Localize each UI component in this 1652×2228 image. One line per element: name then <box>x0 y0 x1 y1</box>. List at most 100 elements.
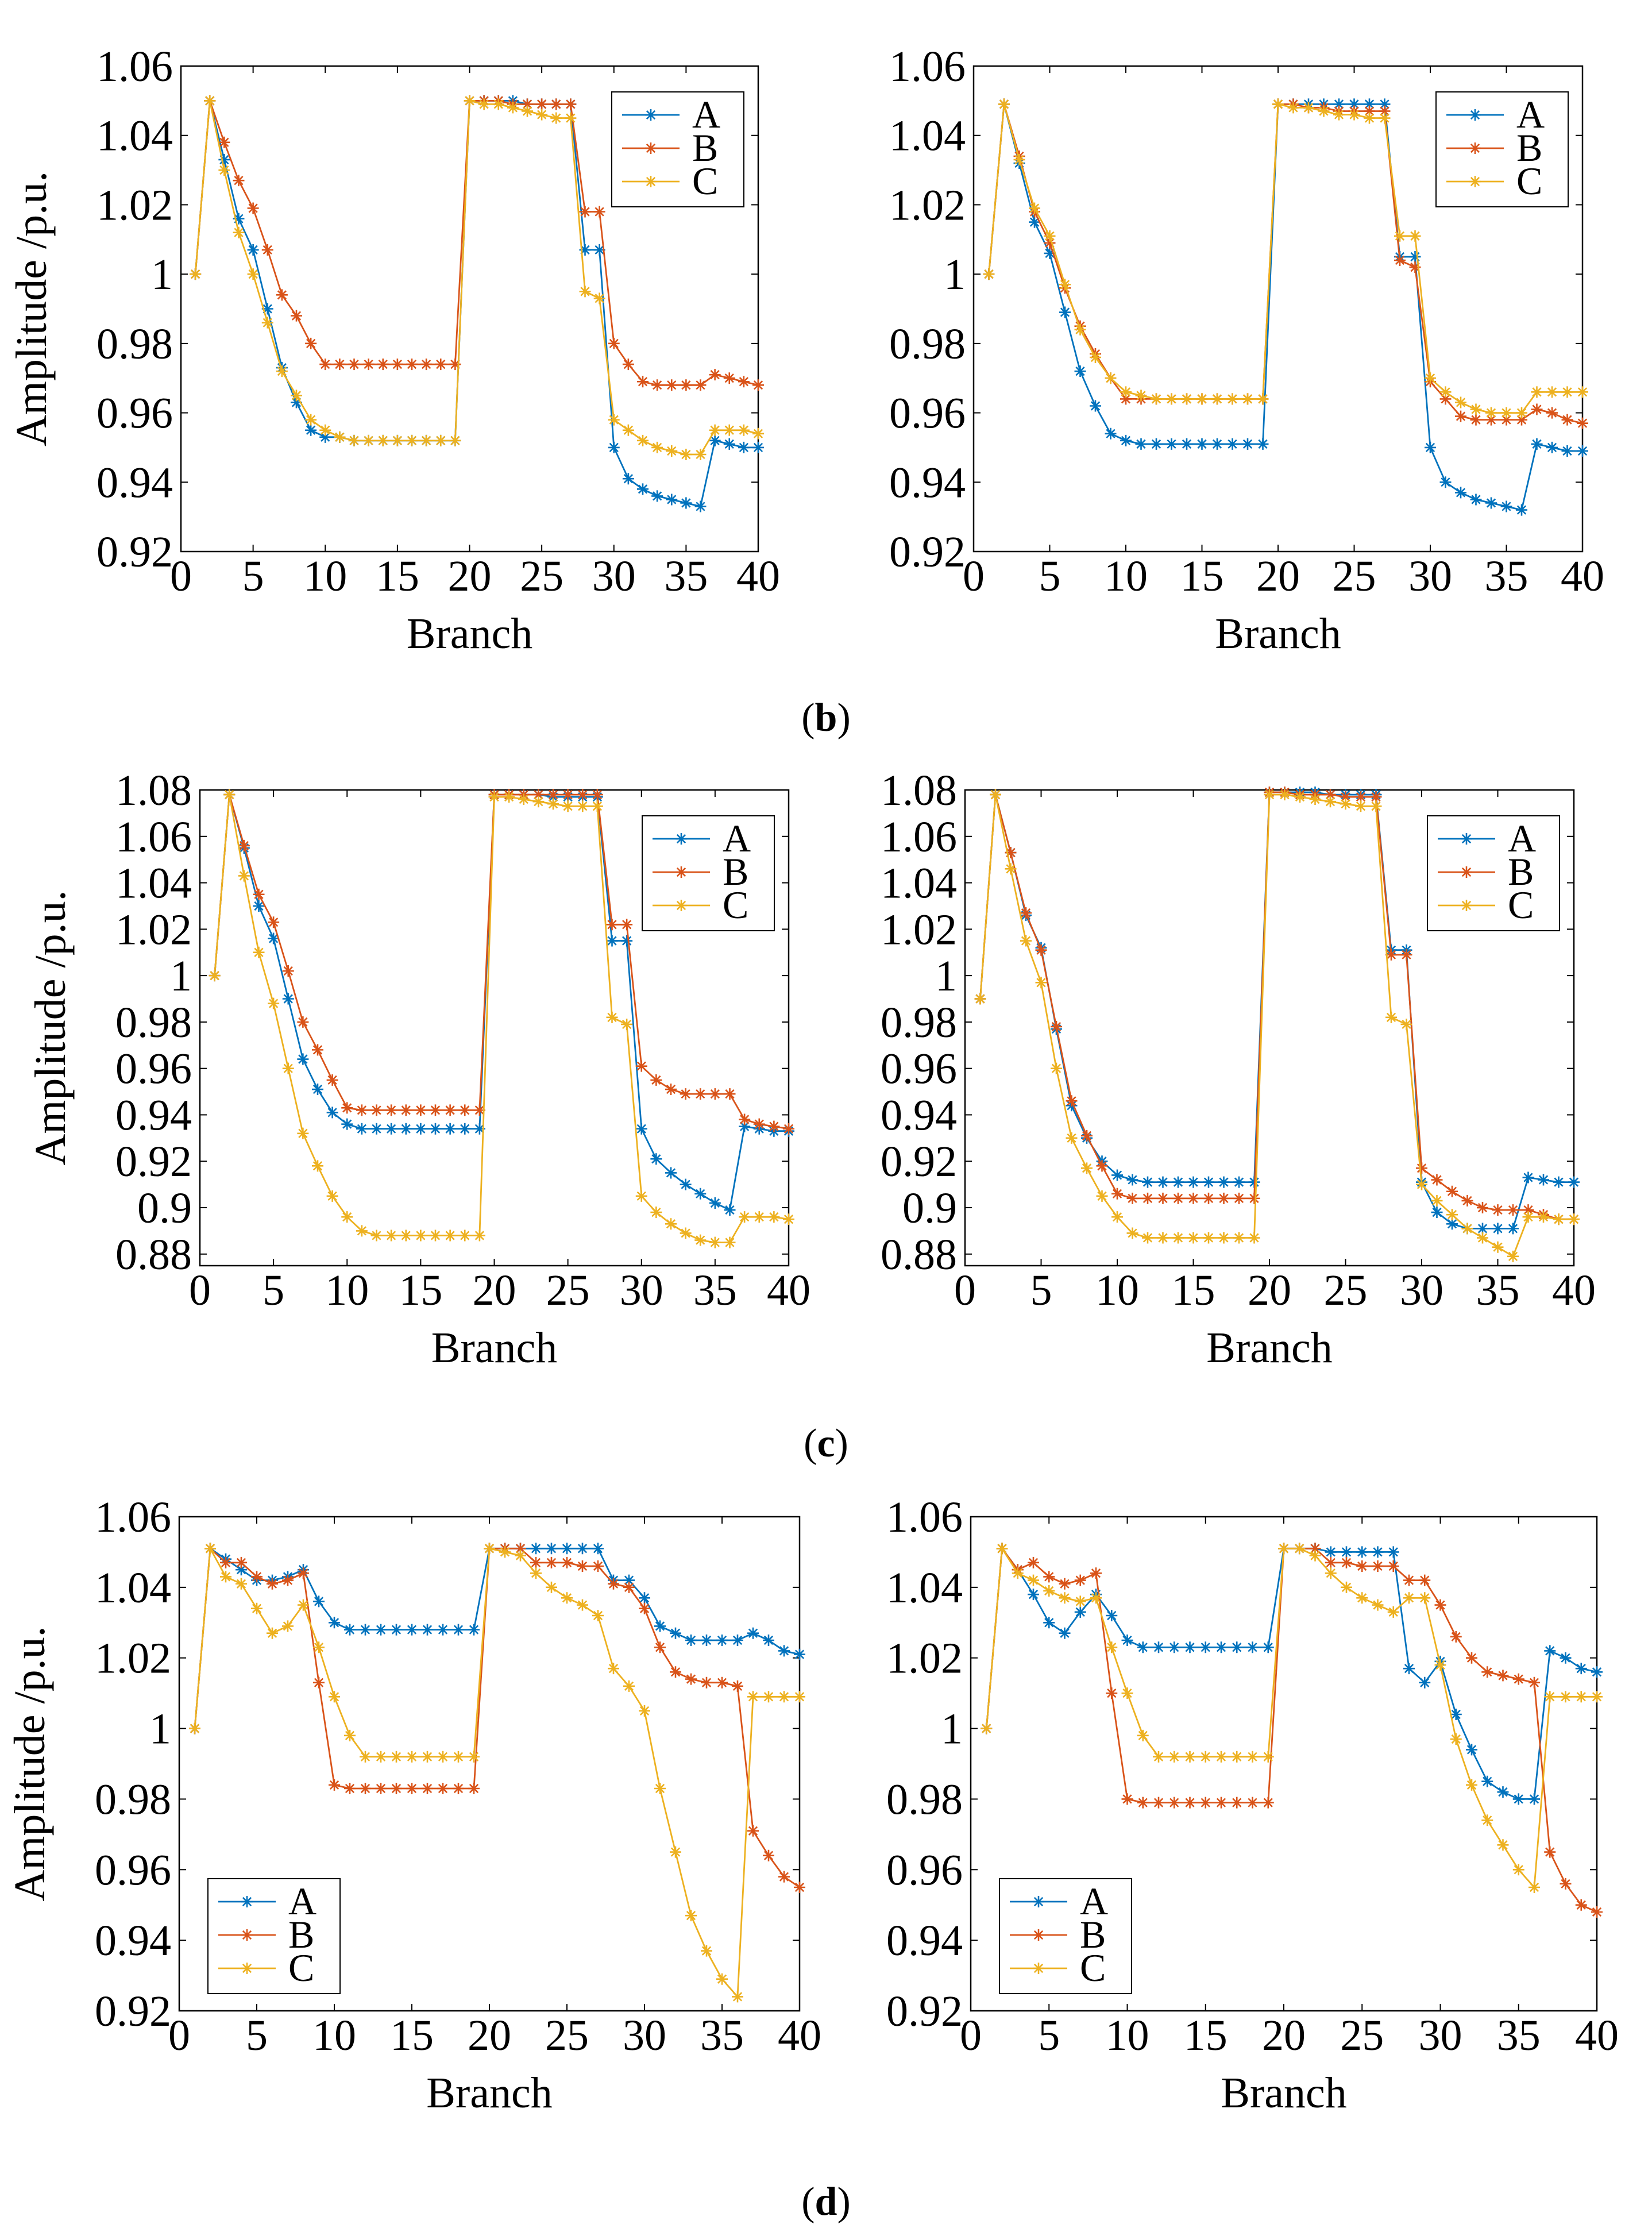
series-point-B <box>1544 1846 1556 1858</box>
series-point-A <box>680 497 692 509</box>
series-point-B <box>268 916 280 928</box>
series-point-C <box>1035 977 1047 989</box>
series-point-C <box>1074 1595 1086 1608</box>
series-point-C <box>752 427 764 440</box>
series-point-A <box>341 1118 353 1130</box>
series-point-A <box>391 1624 402 1636</box>
series-point-B <box>236 1556 247 1568</box>
series-point-C <box>1199 1751 1211 1763</box>
series-point-C <box>763 1691 774 1703</box>
legend-marker-A <box>1469 109 1481 121</box>
series-point-B <box>1246 1797 1259 1809</box>
series-line-B <box>194 1547 800 1888</box>
series-point-B <box>670 1666 681 1678</box>
legend-label-B: B <box>723 850 748 893</box>
series-point-A <box>1409 250 1421 263</box>
series-point-C <box>1355 800 1367 812</box>
y-tick-label: 0.94 <box>97 458 173 507</box>
series-point-A <box>1215 1641 1227 1653</box>
series-point-C <box>1439 386 1452 398</box>
series-point-C <box>236 1578 247 1590</box>
series-point-B <box>233 175 245 187</box>
series-point-A <box>1257 438 1269 450</box>
series-point-B <box>1121 1793 1133 1805</box>
series-point-C <box>1560 1691 1572 1703</box>
legend-marker-B <box>1033 1929 1044 1941</box>
series-point-B <box>1233 1192 1245 1204</box>
legend-label-A: A <box>1080 1879 1108 1923</box>
y-tick-label: 0.9 <box>137 1184 192 1232</box>
x-tick-label: 40 <box>778 2011 821 2060</box>
series-point-B <box>1394 255 1406 266</box>
series-point-C <box>768 1211 780 1223</box>
series-point-C <box>1151 393 1162 405</box>
y-tick-label: 1.06 <box>97 43 173 91</box>
series-point-A <box>459 1123 471 1135</box>
series-point-A <box>561 1543 573 1555</box>
series-point-B <box>654 1641 666 1653</box>
series-point-B <box>449 359 461 371</box>
series-point-C <box>437 1751 449 1763</box>
series-point-A <box>1477 1223 1488 1235</box>
series-point-A <box>1512 1793 1524 1805</box>
series-point-C <box>253 946 265 958</box>
y-tick-label: 0.92 <box>886 1987 963 2036</box>
y-tick-label: 0.96 <box>95 1846 171 1894</box>
series-point-A <box>1142 1176 1153 1188</box>
series-point-B <box>377 359 389 371</box>
series-line-C <box>194 99 759 456</box>
series-point-B <box>1074 1574 1086 1586</box>
series-point-C <box>591 800 603 812</box>
series-point-C <box>1211 393 1223 405</box>
series-point-C <box>622 424 634 436</box>
series-point-A <box>763 1635 774 1646</box>
series-point-A <box>778 1645 790 1657</box>
legend-label-C: C <box>1080 1946 1106 1990</box>
series-point-B <box>1416 1162 1427 1174</box>
series-point-C <box>1485 407 1497 419</box>
x-tick-label: 40 <box>736 552 780 600</box>
series-point-A <box>1481 1775 1493 1787</box>
series-point-C <box>370 1229 383 1242</box>
series-point-B <box>1231 1797 1243 1809</box>
x-tick-label: 0 <box>963 552 985 600</box>
series-point-B <box>650 1074 662 1086</box>
series-point-A <box>1184 1641 1196 1653</box>
series-point-C <box>238 870 250 882</box>
series-point-B <box>459 1104 471 1116</box>
series-point-C <box>1168 1751 1180 1763</box>
y-tick-label: 0.98 <box>95 1775 171 1824</box>
series-point-B <box>694 1088 707 1100</box>
series-point-A <box>739 1120 751 1132</box>
series-point-C <box>1172 1232 1184 1244</box>
series-point-A <box>794 1648 805 1660</box>
series-point-C <box>723 424 735 436</box>
series-point-B <box>550 98 562 110</box>
series-point-A <box>1419 1676 1431 1689</box>
series-point-A <box>218 153 230 165</box>
series-point-B <box>391 359 403 371</box>
series-point-A <box>356 1123 368 1135</box>
series-point-A <box>709 1197 721 1209</box>
y-tick-label: 1 <box>944 250 966 299</box>
series-point-B <box>1477 1202 1488 1214</box>
series-point-B <box>1341 1556 1352 1568</box>
y-tick-label: 0.98 <box>889 320 966 368</box>
series-point-C <box>621 1018 633 1030</box>
x-tick-label: 35 <box>700 2011 744 2060</box>
series-point-A <box>1341 1546 1352 1558</box>
legend-label-B: B <box>1516 126 1542 169</box>
series-point-C <box>1309 1549 1321 1562</box>
series-line-C <box>194 1545 800 1999</box>
series-point-C <box>666 445 678 457</box>
series-point-A <box>1043 1617 1055 1629</box>
series-point-C <box>1325 796 1336 808</box>
series-point-A <box>1137 1641 1149 1653</box>
series-point-B <box>437 1783 449 1794</box>
series-point-B <box>593 206 605 218</box>
series-point-A <box>261 303 273 315</box>
y-tick-label: 0.92 <box>889 528 966 576</box>
series-point-C <box>650 1206 662 1219</box>
series-point-C <box>1531 386 1543 398</box>
series-point-B <box>562 789 574 801</box>
